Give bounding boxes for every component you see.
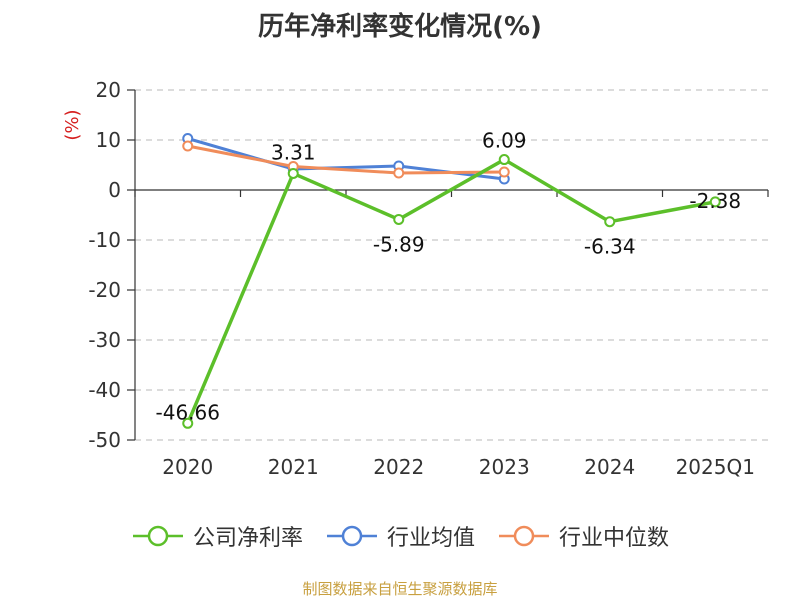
y-tick-label: -10 [88, 228, 121, 252]
y-tick-label: -50 [88, 428, 121, 452]
data-label-layer: -46.66 3.31 -5.89 6.09 -6.34 -2.38 [156, 129, 742, 425]
y-tick-label: 20 [96, 78, 121, 102]
data-point [709, 196, 721, 208]
x-tick-label: 2025Q1 [676, 455, 755, 479]
y-tick-label: -20 [88, 278, 121, 302]
x-tick-label: 2021 [268, 455, 319, 479]
data-point [604, 216, 616, 228]
data-label: -6.34 [584, 235, 636, 259]
data-label: 6.09 [482, 129, 527, 153]
y-tick-label: 10 [96, 128, 121, 152]
legend-item[interactable]: 行业中位数 [497, 520, 669, 552]
legend-swatch [499, 525, 549, 547]
legend-swatch [326, 525, 377, 547]
data-label: -46.66 [156, 400, 220, 424]
data-point [498, 154, 510, 166]
data-point [498, 166, 510, 178]
axis-layer: 20 10 0 -10 -20 -30 -40 -50 2020 2021 2022 2023 2024… [62, 78, 769, 479]
legend-item[interactable]: 公司净利率 [131, 520, 303, 552]
y-axis-title: (%) [62, 109, 83, 140]
x-tick-label: 2022 [373, 455, 424, 479]
x-tick-label: 2024 [584, 455, 635, 479]
data-point [182, 140, 194, 152]
legend-label: 行业均值 [386, 526, 475, 551]
series-layer [182, 133, 721, 429]
y-tick-label: -40 [88, 378, 121, 402]
series-line [186, 157, 716, 424]
source-note: 制图数据来自恒生聚源数据库 [302, 580, 498, 598]
data-label: -5.89 [373, 232, 425, 256]
data-label: -2.38 [689, 189, 741, 213]
legend: 公司净利率 行业均值 行业中位数 [0, 520, 800, 552]
legend-swatch [132, 525, 183, 547]
legend-label: 公司净利率 [192, 526, 303, 551]
data-point [393, 213, 405, 225]
x-tick-label: 2020 [162, 455, 213, 479]
data-label: 3.31 [271, 140, 316, 164]
data-point [393, 167, 405, 179]
chart-title: 历年净利率变化情况(%) [258, 12, 542, 42]
y-tick-label: -30 [88, 328, 121, 352]
x-tick-label: 2023 [479, 455, 530, 479]
series-line [187, 144, 505, 175]
legend-label: 行业中位数 [559, 526, 670, 551]
grid-layer [135, 89, 768, 441]
data-point [182, 417, 194, 429]
data-point [287, 167, 299, 179]
y-tick-label: 0 [108, 178, 121, 202]
legend-item[interactable]: 行业均值 [325, 520, 475, 552]
